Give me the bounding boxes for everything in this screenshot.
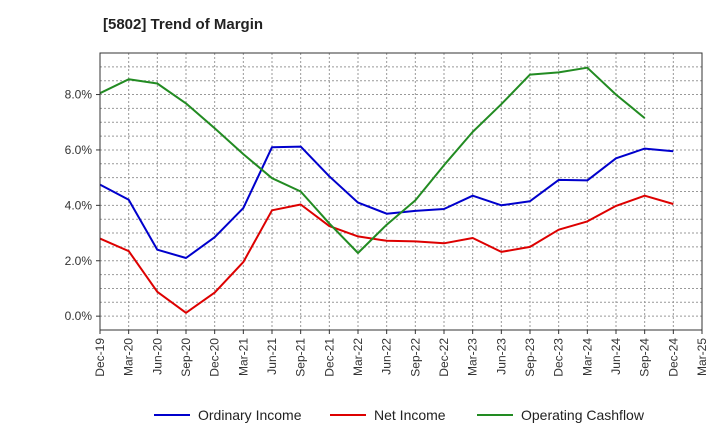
y-tick-label: 0.0% bbox=[65, 309, 93, 323]
chart-title: [5802] Trend of Margin bbox=[103, 16, 264, 33]
legend-swatch-net-income bbox=[330, 414, 366, 416]
axes: 0.0% 2.0% 4.0% 6.0% 8.0% Dec-19 Mar-20 Jun-20 Se… bbox=[65, 88, 709, 377]
x-tick-label: Jun-20 bbox=[150, 338, 164, 375]
x-tick-label: Jun-21 bbox=[265, 338, 279, 375]
x-tick-label: Jun-23 bbox=[494, 338, 508, 375]
y-tick-label: 8.0% bbox=[65, 88, 93, 102]
x-tick-label: Sep-20 bbox=[179, 338, 193, 377]
x-tick-label: Sep-21 bbox=[294, 338, 308, 377]
x-tick-label: Jun-22 bbox=[380, 338, 394, 375]
series-line-net-income bbox=[99, 194, 674, 314]
x-tick-label: Sep-23 bbox=[523, 338, 537, 377]
legend-label-operating-cashflow: Operating Cashflow bbox=[521, 407, 644, 423]
legend-label-ordinary-income: Ordinary Income bbox=[198, 407, 302, 423]
x-tick-label: Mar-23 bbox=[466, 338, 480, 376]
legend-item-ordinary-income: Ordinary Income bbox=[154, 404, 301, 426]
series-line-operating-cashflow bbox=[99, 66, 646, 254]
series-line-ordinary-income bbox=[99, 145, 674, 259]
x-tick-label: Mar-20 bbox=[122, 338, 136, 376]
series-lines bbox=[99, 66, 674, 314]
legend-item-net-income: Net Income bbox=[330, 404, 446, 426]
x-tick-label: Mar-21 bbox=[236, 338, 250, 376]
x-tick-label: Dec-24 bbox=[666, 338, 680, 377]
x-tick-label: Mar-22 bbox=[351, 338, 365, 376]
legend-swatch-operating-cashflow bbox=[477, 414, 513, 416]
x-tick-label: Dec-21 bbox=[322, 338, 336, 377]
y-tick-label: 4.0% bbox=[65, 198, 93, 212]
legend-item-operating-cashflow: Operating Cashflow bbox=[477, 404, 644, 426]
plot-frame bbox=[99, 52, 703, 331]
x-tick-label: Sep-22 bbox=[408, 338, 422, 377]
y-tick-label: 6.0% bbox=[65, 143, 93, 157]
y-tick-label: 2.0% bbox=[65, 254, 93, 268]
x-tick-label: Jun-24 bbox=[609, 338, 623, 375]
legend: Ordinary Income Net Income Operating Cas… bbox=[0, 404, 720, 426]
x-tick-label: Dec-20 bbox=[208, 338, 222, 377]
legend-swatch-ordinary-income bbox=[154, 414, 190, 416]
x-tick-label: Sep-24 bbox=[638, 338, 652, 377]
x-tick-label: Mar-24 bbox=[580, 338, 594, 376]
x-tick-label: Dec-19 bbox=[93, 338, 107, 377]
x-tick-label: Dec-22 bbox=[437, 338, 451, 377]
x-tick-label: Dec-23 bbox=[552, 338, 566, 377]
x-tick-label: Mar-25 bbox=[695, 338, 709, 376]
legend-label-net-income: Net Income bbox=[374, 407, 446, 423]
